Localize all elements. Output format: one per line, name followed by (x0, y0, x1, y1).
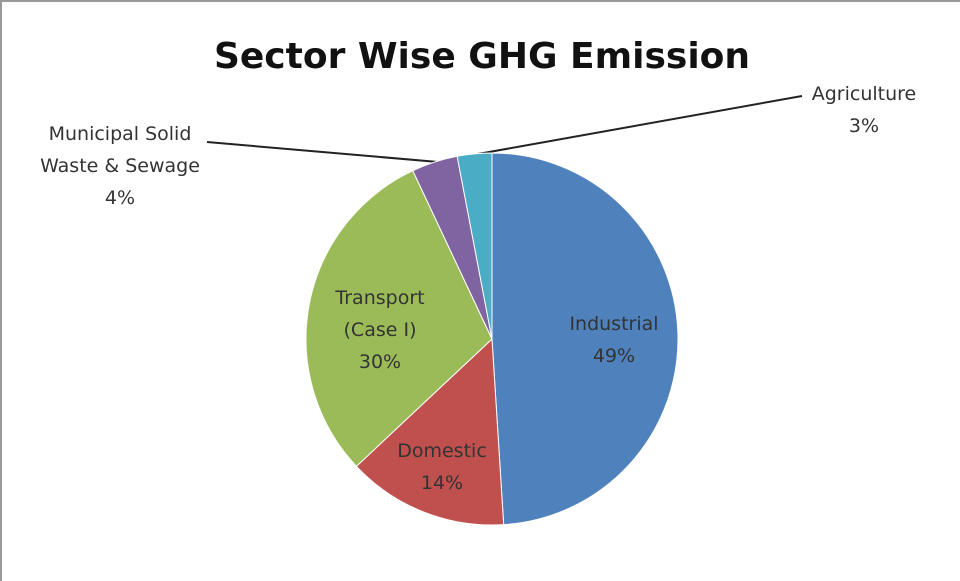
slice-label: Transport (Case I) 30% (325, 282, 435, 378)
category-label: Domestic (397, 440, 487, 462)
slice-label: Industrial 49% (549, 308, 679, 372)
category-label: Transport (Case I) (335, 287, 425, 341)
chart-title: Sector Wise GHG Emission (213, 36, 751, 77)
value-label: 4% (104, 187, 136, 209)
slice-label: Municipal Solid Waste & Sewage 4% (40, 118, 200, 214)
category-label: Industrial (569, 313, 659, 335)
category-label: Agriculture (811, 83, 917, 105)
pie-slice (305, 170, 493, 468)
value-label: 14% (420, 472, 464, 494)
leader-line (206, 141, 439, 163)
value-label: 49% (592, 345, 636, 367)
slice-label: Agriculture 3% (804, 78, 924, 142)
pie-slice (456, 152, 493, 340)
category-label: Municipal Solid Waste & Sewage (40, 123, 200, 177)
value-label: 30% (358, 351, 402, 373)
leader-line (477, 95, 803, 155)
pie-slice (355, 337, 505, 526)
value-label: 3% (848, 115, 880, 137)
slice-label: Domestic 14% (382, 435, 502, 499)
pie-slice (491, 152, 679, 526)
